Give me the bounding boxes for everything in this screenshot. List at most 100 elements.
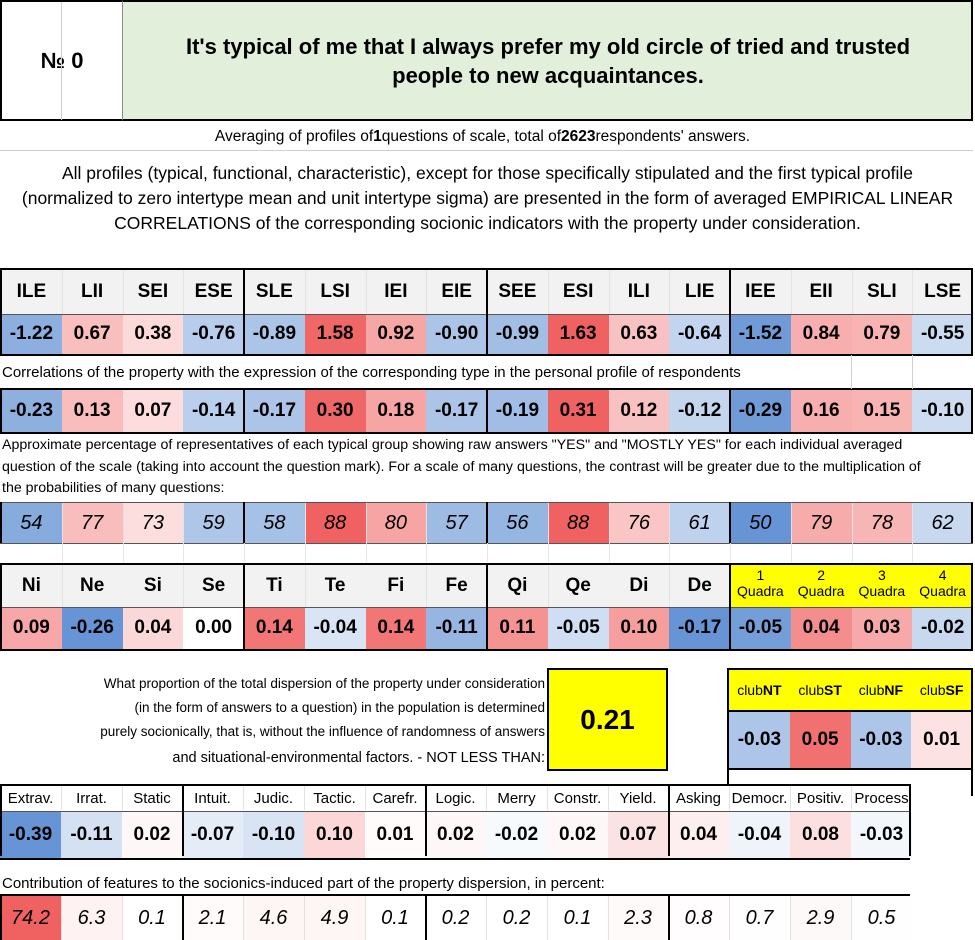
contribution-value: 0.1 (365, 896, 425, 940)
percentage-value: 79 (790, 503, 852, 543)
percentage-value: 88 (304, 503, 366, 543)
contribution-value: 74.2 (0, 896, 61, 940)
normalized-value: -0.55 (912, 314, 973, 354)
correlation-value: -0.14 (183, 390, 244, 432)
type-label-esi: ESI (547, 270, 609, 314)
club-header-nt: club NT (729, 670, 790, 710)
correlation-value: 0.16 (790, 390, 852, 432)
trait-value: 0.07 (608, 812, 668, 858)
normalized-value: -0.64 (669, 314, 730, 354)
function-label-qi: Qi (487, 565, 548, 607)
percentage-value: 59 (183, 503, 244, 543)
function-label-ni: Ni (1, 565, 62, 607)
function-label-fi: Fi (365, 565, 427, 607)
function-value: -0.17 (669, 607, 730, 649)
type-label-see: SEE (487, 270, 548, 314)
function-value: -0.11 (426, 607, 487, 649)
trait-label-extrav: Extrav. (0, 786, 61, 810)
trait-value: 0.01 (365, 812, 425, 858)
trait-label-intuit: Intuit. (182, 786, 243, 810)
function-value: -0.26 (61, 607, 123, 649)
percentage-value: 78 (851, 503, 913, 543)
dispersion-text: What proportion of the total dispersion … (100, 675, 545, 767)
club-header-st: club ST (789, 670, 851, 710)
quadra-value: -0.02 (912, 607, 973, 649)
correlation-value: -0.23 (1, 390, 62, 432)
type-label-eii: EII (790, 270, 852, 314)
trait-label-static: Static (122, 786, 182, 810)
percentage-value: 73 (122, 503, 184, 543)
contribution-value: 6.3 (61, 896, 122, 940)
function-label-qe: Qe (547, 565, 609, 607)
contribution-value: 4.6 (243, 896, 304, 940)
trait-label-tactic: Tactic. (304, 786, 365, 810)
trait-value: 0.04 (668, 812, 729, 858)
percentage-value: 50 (730, 503, 791, 543)
trait-label-merry: Merry (486, 786, 547, 810)
trait-label-yield: Yield. (608, 786, 668, 810)
contribution-value: 0.2 (486, 896, 547, 940)
quadra-number: 3 (877, 567, 886, 583)
quadra-header-3: 3 Quadra (851, 565, 913, 607)
quadra-header-1: 1 Quadra (730, 565, 791, 607)
normalized-value: 0.92 (365, 314, 427, 354)
correlation-value: -0.17 (426, 390, 487, 432)
trait-value: -0.10 (243, 812, 304, 858)
description-text: All profiles (typical, functional, chara… (21, 162, 954, 233)
trait-value: -0.02 (486, 812, 547, 858)
contribution-value: 4.9 (304, 896, 365, 940)
correlation-value: 0.13 (61, 390, 123, 432)
percentage-value: 58 (244, 503, 305, 543)
function-label-ti: Ti (244, 565, 305, 607)
type-label-sle: SLE (244, 270, 305, 314)
correlation-value: 0.18 (365, 390, 427, 432)
trait-label-irrat: Irrat. (61, 786, 122, 810)
type-label-lie: LIE (669, 270, 730, 314)
trait-value: -0.39 (0, 812, 61, 858)
quadra-value: 0.04 (790, 607, 852, 649)
percentage-value: 62 (912, 503, 973, 543)
trait-value: 0.02 (425, 812, 486, 858)
quadra-header-2: 2 Quadra (790, 565, 852, 607)
type-label-eie: EIE (426, 270, 487, 314)
function-label-se: Se (183, 565, 244, 607)
trait-value: -0.04 (729, 812, 790, 858)
normalized-value: 1.58 (304, 314, 366, 354)
type-label-ili: ILI (608, 270, 670, 314)
type-label-sli: SLI (851, 270, 913, 314)
function-value: 0.11 (487, 607, 548, 649)
normalized-value: -1.22 (1, 314, 62, 354)
normalized-value: 0.79 (851, 314, 913, 354)
question-number: № 0 (40, 47, 84, 73)
quadra-value: 0.03 (851, 607, 913, 649)
trait-value: 0.08 (790, 812, 851, 858)
type-label-ese: ESE (183, 270, 244, 314)
trait-label-asking: Asking (668, 786, 729, 810)
percentage-value: 61 (669, 503, 730, 543)
contribution-value: 0.1 (122, 896, 182, 940)
function-value: 0.09 (1, 607, 62, 649)
function-value: 0.04 (122, 607, 184, 649)
contribution-value: 2.3 (608, 896, 668, 940)
normalized-value: -1.52 (730, 314, 791, 354)
percentage-value: 56 (487, 503, 548, 543)
percentage-value: 77 (61, 503, 123, 543)
question-count: 1 (373, 128, 382, 145)
trait-label-democr: Democr. (729, 786, 790, 810)
trait-value: -0.07 (182, 812, 243, 858)
contribution-value: 0.1 (547, 896, 608, 940)
function-value: 0.00 (183, 607, 244, 649)
function-label-fe: Fe (426, 565, 487, 607)
header-number-box: № 0 (0, 0, 122, 121)
type-label-ile: ILE (1, 270, 62, 314)
correlation-value: -0.17 (244, 390, 305, 432)
function-label-di: Di (608, 565, 670, 607)
contribution-caption: Contribution of features to the socionic… (2, 874, 605, 892)
contribution-value: 0.2 (425, 896, 486, 940)
correlation-value: 0.31 (547, 390, 609, 432)
type-label-lii: LII (61, 270, 123, 314)
club-value: 0.05 (789, 711, 851, 769)
normalized-value: 0.63 (608, 314, 670, 354)
correlation-value: 0.15 (851, 390, 913, 432)
correlation-value: 0.07 (122, 390, 184, 432)
